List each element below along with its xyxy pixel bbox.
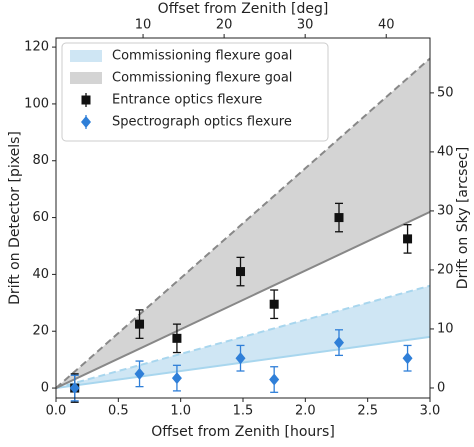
y2-tick-label: 10 [437,321,454,336]
data-point [403,234,413,244]
legend-label: Commissioning flexure goal [112,71,292,86]
data-point [402,352,413,365]
x2-axis-label: Offset from Zenith [deg] [158,1,329,17]
band-upper-line [55,57,431,389]
data-point [269,299,279,309]
band-upper-line [55,284,431,390]
x-tick-label: 1.0 [170,404,191,419]
x2-tick-label: 30 [297,18,314,33]
legend-swatch [70,50,102,62]
legend-label: Entrance optics flexure [112,93,262,108]
y-tick-label: 20 [32,324,49,339]
x2-tick-label: 20 [216,18,233,33]
band-lower-line [55,335,431,390]
data-point [172,333,182,343]
y2-tick-label: 40 [437,144,454,159]
data-point [333,336,344,349]
x2-tick-label: 10 [135,18,152,33]
band-lower-line [55,210,431,389]
x-tick-label: 1.5 [233,404,254,419]
data-point [135,319,145,329]
y2-tick-label: 20 [437,262,454,277]
data-point [269,373,280,386]
y-tick-label: 0 [41,381,49,396]
y-tick-label: 60 [32,210,49,225]
legend-marker [81,116,91,128]
x-tick-label: 3.0 [420,404,441,419]
x-tick-label: 0.0 [46,404,67,419]
y2-tick-label: 0 [437,380,445,395]
data-point [134,367,145,380]
legend-swatch [70,72,102,84]
legend: Commissioning flexure goal Commissioning … [61,42,329,142]
legend-label: Commissioning flexure goal [112,49,292,64]
y-tick-label: 40 [32,267,49,282]
data-point [235,352,246,365]
data-point [236,267,246,277]
y2-axis-label: Drift on Sky [arcsec] [455,147,471,289]
data-point [69,382,80,395]
data-point [171,372,182,385]
y-tick-label: 100 [24,96,49,111]
x-axis-label: Offset from Zenith [hours] [151,424,335,440]
x2-tick-label: 40 [378,18,395,33]
legend-marker [81,95,91,105]
y-axis-label: Drift on Detector [pixels] [7,131,23,305]
x-tick-label: 2.0 [295,404,316,419]
x-tick-label: 0.5 [108,404,129,419]
data-point [334,213,344,223]
x-tick-label: 2.5 [357,404,378,419]
legend-box [61,42,329,142]
legend-label: Spectrograph optics flexure [112,115,292,130]
y2-tick-label: 30 [437,203,454,218]
y2-tick-label: 50 [437,85,454,100]
y-tick-label: 80 [32,153,49,168]
y-tick-label: 120 [24,40,49,55]
